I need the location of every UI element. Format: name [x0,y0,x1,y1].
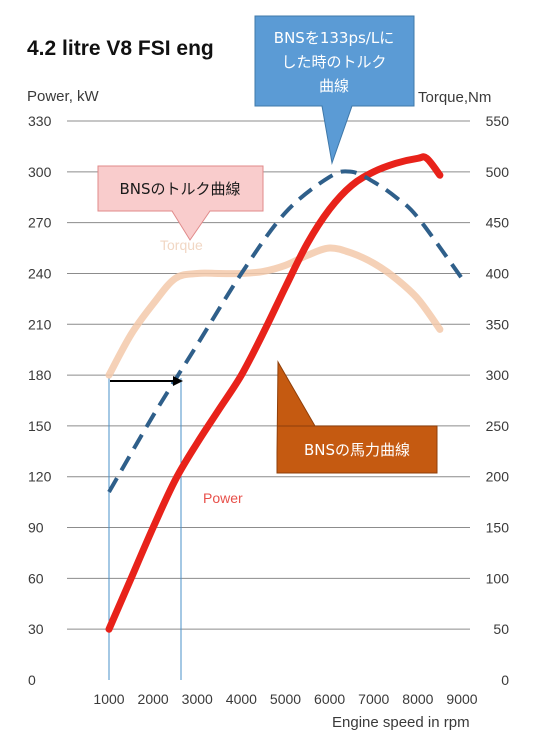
y-left-tick-label: 30 [28,621,44,637]
y-right-tick-label: 100 [486,570,510,586]
x-tick-label: 1000 [93,691,124,707]
callout-133ps-torque-line-2: した時のトルク [281,53,386,71]
y-left-tick-label: 150 [28,418,52,434]
torque-curve [105,244,444,379]
callout-133ps-torque: BNSを133ps/Lに した時のトルク 曲線 [254,15,415,165]
y-left-tick-label: 120 [28,469,52,485]
y-right-tick-label: 0 [501,672,509,688]
y-left-tick-label: 60 [28,570,44,586]
power-inline-label: Power [203,490,243,506]
callout-bns-torque-text: BNSのトルク曲線 [119,180,240,198]
x-axis-label: Engine speed in rpm [332,714,470,731]
y-right-tick-label: 50 [493,621,509,637]
callout-133ps-torque-line-1: BNSを133ps/Lに [274,29,394,47]
y-left-tick-label: 0 [28,672,36,688]
y-left-tick-label: 270 [28,215,52,231]
x-axis-ticks: 1000 2000 3000 4000 5000 6000 7000 8000 9000 [93,691,477,707]
y-axis-right-label: Torque,Nm [418,89,491,106]
y-left-tick-label: 300 [28,164,52,180]
x-tick-label: 4000 [226,691,257,707]
y-left-tick-label: 240 [28,265,52,281]
power-curve [105,153,444,633]
y-right-tick-label: 300 [486,367,510,383]
y-left-tick-label: 180 [28,367,52,383]
x-tick-label: 6000 [314,691,345,707]
callout-133ps-torque-box [254,15,415,165]
callout-bns-torque: BNSのトルク曲線 [97,165,264,241]
callout-bns-power-box [276,360,438,474]
y-left-tick-label: 210 [28,316,52,332]
y-right-tick-label: 150 [486,520,510,536]
x-tick-label: 2000 [138,691,169,707]
rpm-guide-lines [108,378,182,680]
callout-bns-power: BNSの馬力曲線 [276,360,438,474]
y-axis-right-ticks: 0 50 100 150 200 250 300 350 400 450 500 550 [486,113,510,688]
y-right-tick-label: 450 [486,215,510,231]
y-left-tick-label: 330 [28,113,52,129]
y-right-tick-label: 550 [486,113,510,129]
callout-bns-power-text: BNSの馬力曲線 [304,441,410,459]
chart-title: 4.2 litre V8 FSI eng [27,37,214,60]
y-axis-left-label: Power, kW [27,88,100,105]
y-axis-left-ticks: 0 30 60 90 120 150 180 210 240 270 300 330 [28,113,52,688]
x-tick-label: 8000 [402,691,433,707]
torque-inline-label: Torque [160,237,203,253]
y-right-tick-label: 500 [486,164,510,180]
x-tick-label: 5000 [270,691,301,707]
callout-133ps-torque-line-3: 曲線 [319,77,349,95]
x-tick-label: 3000 [182,691,213,707]
x-tick-label: 9000 [446,691,477,707]
y-right-tick-label: 400 [486,265,510,281]
callout-bns-torque-box [97,165,264,241]
y-right-tick-label: 350 [486,316,510,332]
y-right-tick-label: 200 [486,469,510,485]
y-left-tick-label: 90 [28,520,44,536]
x-tick-label: 7000 [358,691,389,707]
y-right-tick-label: 250 [486,418,510,434]
